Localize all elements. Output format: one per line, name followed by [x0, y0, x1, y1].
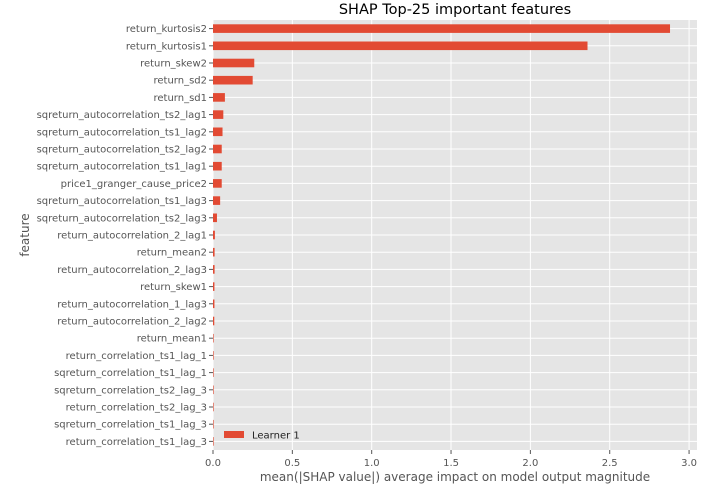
y-tick-label: return_skew2 [140, 59, 207, 70]
x-tick-labels: 0.0 0.5 1.0 1.5 2.0 2.5 3.0 [205, 450, 697, 469]
bar-sqreturn_autocorrelation_ts2_lag3 [213, 213, 217, 223]
bar-return_kurtosis1 [213, 41, 588, 51]
y-tick-label: sqreturn_autocorrelation_ts1_lag3 [37, 196, 207, 207]
bars [213, 24, 671, 446]
y-tick-label: return_correlation_ts2_lag_3 [66, 403, 207, 414]
bar-sqreturn_autocorrelation_ts2_lag1 [213, 110, 224, 119]
y-tick-label: price1_granger_cause_price2 [61, 179, 207, 190]
y-tick-label: sqreturn_correlation_ts2_lag_3 [54, 385, 207, 396]
bar-return_correlation_ts2_lag_3 [213, 402, 214, 412]
bar-return_mean1 [213, 333, 214, 343]
y-tick-label: return_sd2 [154, 76, 208, 87]
y-tick-label: sqreturn_correlation_ts1_lag_1 [54, 368, 207, 379]
legend-swatch [224, 431, 244, 438]
y-tick-label: return_mean1 [137, 334, 207, 345]
y-tick-labels: return_kurtosis2 return_kurtosis1 return_s… [37, 24, 213, 448]
y-tick-label: return_kurtosis1 [126, 41, 207, 52]
bar-return_mean2 [213, 247, 215, 257]
bar-sqreturn_correlation_ts1_lag_1 [213, 368, 214, 377]
bar-return_autocorrelation_1_lag3 [213, 299, 215, 309]
x-tick-label: 1.5 [443, 458, 459, 469]
y-tick-label: return_mean2 [137, 248, 207, 259]
y-tick-label: sqreturn_autocorrelation_ts2_lag1 [37, 110, 207, 121]
bar-return_autocorrelation_2_lag1 [213, 230, 215, 240]
bar-sqreturn_correlation_ts1_lag_3 [213, 419, 214, 429]
y-tick-label: sqreturn_autocorrelation_ts1_lag2 [37, 127, 207, 138]
bar-return_correlation_ts1_lag_3 [213, 437, 214, 446]
y-tick-label: return_correlation_ts1_lag_1 [66, 351, 207, 362]
bar-return_correlation_ts1_lag_1 [213, 351, 214, 360]
bar-return_sd1 [213, 93, 225, 102]
bar-return_skew1 [213, 282, 215, 291]
y-tick-label: return_correlation_ts1_lag_3 [66, 437, 207, 448]
y-tick-label: return_kurtosis2 [126, 24, 207, 35]
x-axis-label: mean(|SHAP value|) average impact on mod… [260, 470, 650, 484]
y-tick-label: sqreturn_autocorrelation_ts1_lag1 [37, 162, 207, 173]
legend-label: Learner 1 [252, 431, 300, 442]
y-tick-label: sqreturn_autocorrelation_ts2_lag3 [37, 213, 207, 224]
y-tick-label: return_sd1 [154, 93, 208, 104]
bar-return_autocorrelation_2_lag2 [213, 316, 215, 326]
bar-price1_granger_cause_price2 [213, 179, 222, 188]
bar-sqreturn_correlation_ts2_lag_3 [213, 385, 214, 395]
bar-sqreturn_autocorrelation_ts1_lag2 [213, 127, 223, 137]
bar-sqreturn_autocorrelation_ts1_lag3 [213, 196, 221, 205]
x-tick-label: 1.0 [364, 458, 380, 469]
chart-title: SHAP Top-25 important features [339, 2, 571, 18]
x-tick-label: 2.5 [602, 458, 618, 469]
legend: Learner 1 [224, 431, 300, 442]
y-tick-label: return_autocorrelation_2_lag2 [57, 317, 207, 328]
x-tick-label: 0.0 [205, 458, 221, 469]
y-tick-label: sqreturn_autocorrelation_ts2_lag2 [37, 145, 207, 156]
y-axis-label: feature [18, 213, 32, 256]
bar-return_kurtosis2 [213, 24, 671, 33]
bar-return_skew2 [213, 58, 255, 68]
x-tick-label: 0.5 [284, 458, 300, 469]
bar-sqreturn_autocorrelation_ts1_lag1 [213, 161, 222, 171]
x-tick-label: 2.0 [522, 458, 538, 469]
bar-return_sd2 [213, 75, 253, 85]
y-tick-label: return_skew1 [140, 282, 207, 293]
y-tick-label: return_autocorrelation_2_lag1 [57, 231, 207, 242]
bar-return_autocorrelation_2_lag3 [213, 265, 215, 274]
y-tick-label: return_autocorrelation_1_lag3 [57, 299, 207, 310]
bar-sqreturn_autocorrelation_ts2_lag2 [213, 144, 222, 154]
x-tick-label: 3.0 [681, 458, 697, 469]
y-tick-label: sqreturn_correlation_ts1_lag_3 [54, 420, 207, 431]
y-tick-label: return_autocorrelation_2_lag3 [57, 265, 207, 276]
